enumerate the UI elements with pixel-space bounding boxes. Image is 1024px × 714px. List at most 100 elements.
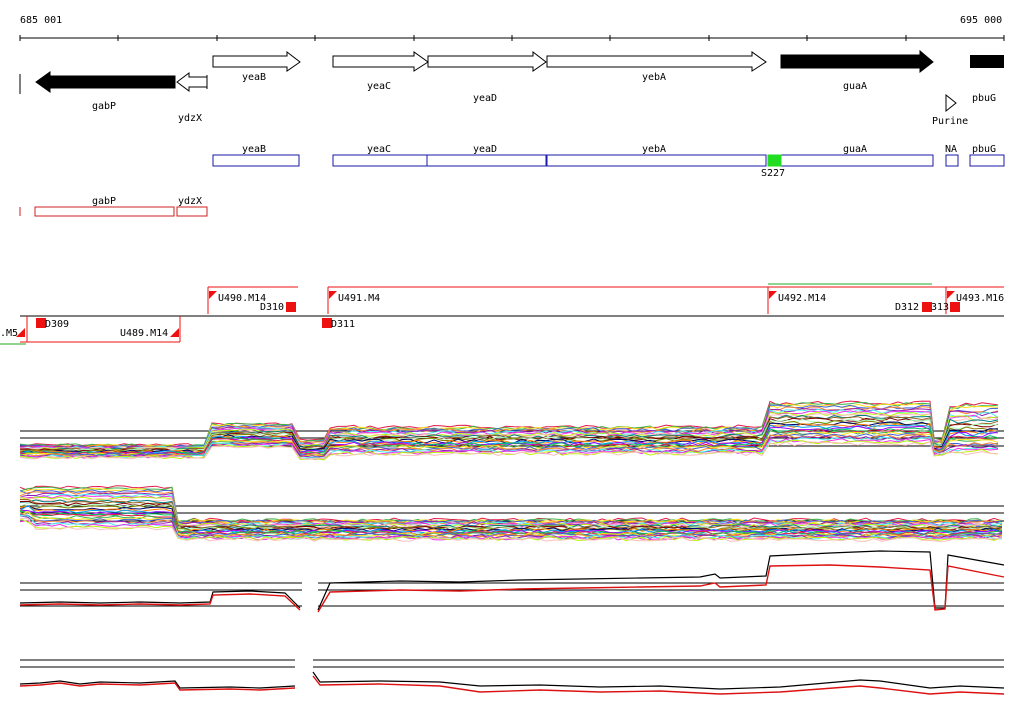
down-marker-313[interactable]: 313 bbox=[931, 302, 960, 313]
tiling-trace-black bbox=[312, 671, 1005, 690]
gene-yeaC[interactable]: yeaC bbox=[332, 51, 429, 92]
expression-trace-line bbox=[19, 486, 1003, 524]
expression-trace-line bbox=[19, 520, 1003, 541]
gene-label-ydzX: ydzX bbox=[178, 113, 202, 124]
reverse-strand-segment-track: gabP ydzX bbox=[19, 196, 208, 217]
expression-trace-line bbox=[19, 403, 999, 448]
expression-trace-line bbox=[19, 517, 1003, 542]
gene-label-pbuG: pbuG bbox=[972, 93, 996, 104]
forward-segment-yeaD[interactable] bbox=[426, 154, 547, 167]
expression-traces-forward bbox=[19, 400, 999, 461]
gene-label-yeaD: yeaD bbox=[473, 93, 497, 104]
forward-segment-labels: yeaB yeaC yeaD yebA guaA NA pbuG S227 bbox=[242, 144, 996, 179]
forward-marker-label: S227 bbox=[761, 168, 785, 179]
tu-U491-M4[interactable]: U491.M4 bbox=[329, 291, 380, 304]
marker-label: D309 bbox=[45, 319, 69, 330]
tiling-trace-red bbox=[19, 682, 296, 691]
tiling-trace-black bbox=[317, 550, 1005, 611]
gene-guaA[interactable]: guaA bbox=[780, 49, 934, 92]
gene-label-yeaB: yeaB bbox=[242, 72, 266, 83]
expression-trace-line bbox=[19, 511, 1003, 536]
expression-track-forward bbox=[19, 400, 1004, 461]
expression-traces-reverse bbox=[19, 485, 1003, 542]
down-marker-D312[interactable]: D312 bbox=[895, 302, 932, 313]
forward-segment-label: yeaD bbox=[473, 144, 497, 155]
tu-label: .M5 bbox=[0, 328, 18, 339]
gene-purine-element[interactable]: Purine bbox=[932, 93, 968, 127]
forward-segment-label: yebA bbox=[642, 144, 666, 155]
expression-trace-line bbox=[19, 408, 999, 450]
ruler-ticks bbox=[19, 35, 1005, 41]
forward-segment-yeaB[interactable] bbox=[212, 154, 300, 167]
tu-U489-M14[interactable]: U489.M14 bbox=[120, 328, 179, 339]
tiling-track-reverse bbox=[19, 659, 1005, 695]
expression-trace-line bbox=[19, 400, 999, 447]
tu-U493-M16[interactable]: U493.M16 bbox=[947, 291, 1004, 304]
forward-strand-segment-track bbox=[212, 154, 1005, 167]
gene-label-yeaC: yeaC bbox=[367, 81, 391, 92]
tiling-trace-black bbox=[19, 590, 301, 609]
gene-label-guaA: guaA bbox=[843, 81, 867, 92]
forward-segment-label: NA bbox=[945, 144, 957, 155]
marker-label: D312 bbox=[895, 302, 919, 313]
marker-label: D310 bbox=[260, 302, 284, 313]
tiling-trace-red bbox=[312, 675, 1005, 695]
reverse-segment-gabP[interactable] bbox=[34, 206, 175, 217]
tu-M5[interactable]: .M5 bbox=[0, 328, 25, 339]
forward-segment-label: pbuG bbox=[972, 144, 996, 155]
tu-label: U490.M14 bbox=[218, 293, 266, 304]
expression-trace-line bbox=[19, 489, 1003, 525]
down-marker-D310[interactable]: D310 bbox=[260, 302, 296, 313]
expression-trace-line bbox=[19, 496, 1003, 529]
down-marker-D311[interactable]: D311 bbox=[322, 318, 355, 330]
gene-annotation-track: gabP ydzX yeaB yeaC yeaD yebA bbox=[19, 49, 1004, 127]
expression-trace-line bbox=[19, 407, 999, 450]
expression-trace-line bbox=[19, 429, 999, 457]
forward-segment-yeaC[interactable] bbox=[332, 154, 428, 167]
tiling-trace-black bbox=[19, 680, 296, 689]
reverse-segment-label: ydzX bbox=[178, 196, 202, 207]
forward-segment-label: guaA bbox=[843, 144, 867, 155]
forward-segment-label: yeaC bbox=[367, 144, 391, 155]
gene-yebA[interactable]: yebA bbox=[546, 51, 767, 83]
ruler-start-label: 685 001 bbox=[20, 15, 62, 26]
expression-trace-line bbox=[19, 441, 999, 460]
forward-segment-guaA[interactable] bbox=[780, 154, 934, 167]
tu-label: U489.M14 bbox=[120, 328, 168, 339]
gene-gabP[interactable]: gabP bbox=[35, 71, 176, 112]
expression-trace-line bbox=[19, 427, 999, 456]
tu-label: U491.M4 bbox=[338, 293, 380, 304]
expression-trace-line bbox=[19, 414, 999, 452]
gene-label-yebA: yebA bbox=[642, 72, 666, 83]
reverse-segment-ydzX[interactable] bbox=[176, 206, 208, 217]
tu-U492-M14[interactable]: U492.M14 bbox=[769, 291, 826, 304]
gene-yeaD[interactable]: yeaD bbox=[427, 50, 547, 104]
forward-segment-yebA[interactable] bbox=[546, 154, 767, 167]
tu-label: U493.M16 bbox=[956, 293, 1004, 304]
gene-label-gabP: gabP bbox=[92, 101, 116, 112]
ruler-end-label: 695 000 bbox=[960, 15, 1002, 26]
gene-yeaB[interactable]: yeaB bbox=[212, 50, 301, 83]
expression-trace-line bbox=[19, 502, 1003, 532]
forward-marker-S227[interactable] bbox=[767, 154, 782, 167]
reverse-segment-label: gabP bbox=[92, 196, 116, 207]
marker-label: 313 bbox=[931, 302, 949, 313]
tu-U490-M14[interactable]: U490.M14 bbox=[209, 291, 266, 304]
tiling-trace-red bbox=[19, 593, 301, 611]
expression-trace-line bbox=[19, 434, 999, 458]
down-marker-D309[interactable]: D309 bbox=[36, 318, 69, 330]
expression-trace-line bbox=[19, 499, 1003, 530]
forward-segment-pbuG[interactable] bbox=[969, 154, 1005, 167]
tiling-track-forward bbox=[19, 550, 1005, 613]
gene-pbuG[interactable]: pbuG bbox=[970, 55, 1004, 104]
marker-label: D311 bbox=[331, 319, 355, 330]
expression-trace-line bbox=[19, 515, 1003, 540]
forward-segment-NA[interactable] bbox=[945, 154, 959, 167]
gene-label-purine: Purine bbox=[932, 116, 968, 127]
forward-segment-label: yeaB bbox=[242, 144, 266, 155]
expression-trace-line bbox=[19, 423, 999, 454]
gene-ydzX[interactable]: ydzX bbox=[176, 72, 208, 124]
expression-track-reverse bbox=[19, 485, 1004, 542]
